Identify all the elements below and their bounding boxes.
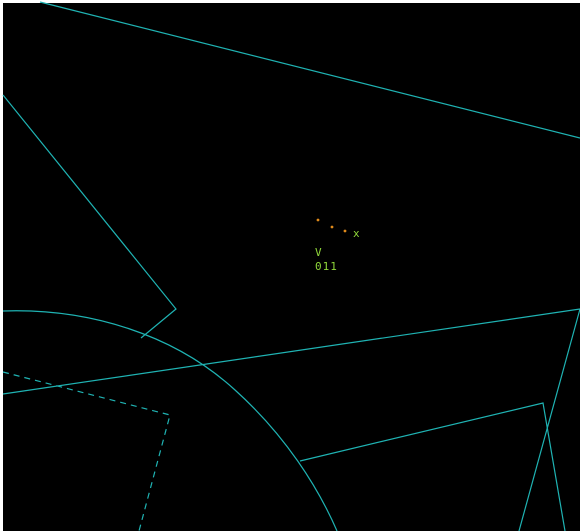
boundary-chevron-left xyxy=(2,94,177,339)
boundary-line-top xyxy=(39,1,580,139)
boundary-dashed-lower-left xyxy=(2,371,171,531)
boundary-arc xyxy=(2,310,338,531)
frame-top-edge xyxy=(0,0,580,3)
boundary-line-middle xyxy=(2,308,580,395)
data-block-line1: V xyxy=(315,246,323,259)
history-dot xyxy=(330,225,334,229)
target-history-trail xyxy=(316,218,347,233)
frame-left-edge xyxy=(0,0,3,531)
history-dot xyxy=(316,218,320,222)
data-block-line2: 011 xyxy=(315,260,338,273)
history-dot xyxy=(343,229,347,233)
target-symbol[interactable]: x xyxy=(353,227,361,240)
boundary-line-right-diagonal xyxy=(518,308,580,531)
boundary-polygon-lower-right xyxy=(299,402,566,531)
target-data-block[interactable]: V 011 xyxy=(315,246,338,273)
